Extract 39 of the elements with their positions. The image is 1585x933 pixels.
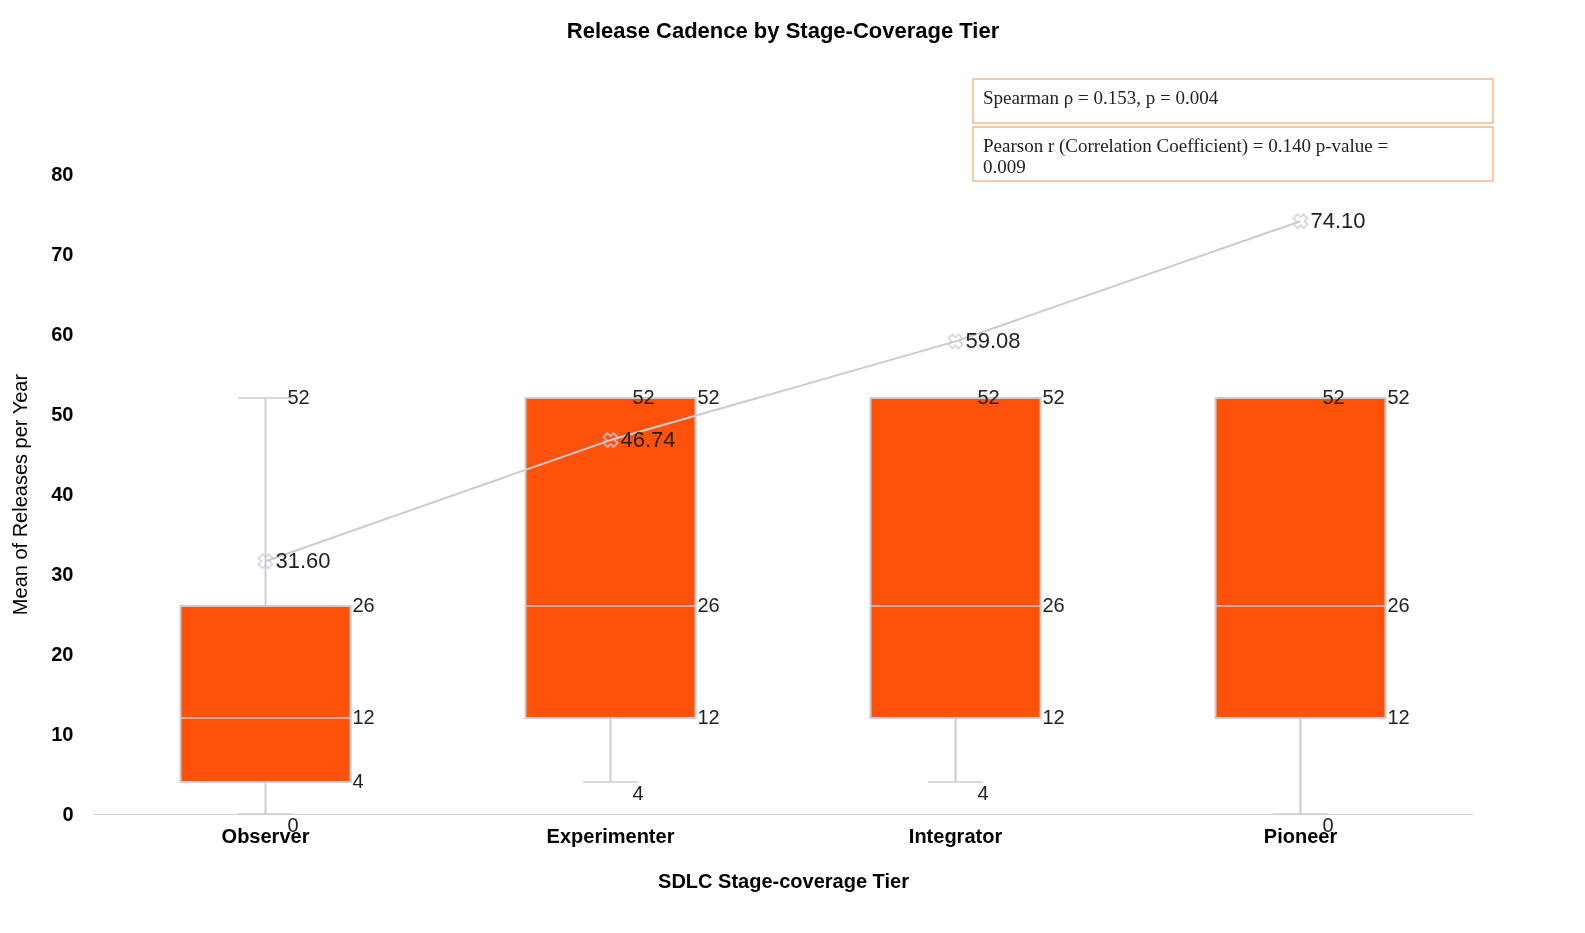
data-label: 74.10 [1310, 208, 1366, 234]
data-label: 31.60 [275, 548, 331, 574]
y-tick-label: 30 [51, 562, 74, 585]
annotation: 26 [1387, 594, 1410, 616]
y-tick-label: 20 [51, 642, 74, 665]
annotation: 4 [977, 782, 989, 804]
y-tick-label: 40 [51, 482, 74, 505]
annotation: Pearson r (Correlation Coefficient) = 0.140 p-value = 0.009 [983, 135, 1389, 177]
data-label: 59.08 [965, 328, 1021, 354]
y-axis-title: Mean of Releases per Year [9, 373, 32, 616]
point [1292, 213, 1309, 230]
annotation: 12 [697, 706, 720, 728]
x-tick-label: Integrator [908, 824, 1003, 847]
annotation: 52 [697, 386, 720, 408]
y-tick-label: 10 [51, 722, 74, 745]
point [947, 333, 964, 350]
y-tick-label: 0 [62, 802, 74, 825]
annotation: 52 [1042, 386, 1065, 408]
annotation: 4 [632, 782, 644, 804]
point [602, 432, 619, 449]
annotation: 26 [1042, 594, 1065, 616]
y-tick-label: 60 [51, 322, 74, 345]
annotation: 12 [1387, 706, 1410, 728]
annotation: 12 [1042, 706, 1065, 728]
x-axis-title: SDLC Stage-coverage Tier [658, 869, 910, 892]
y-tick-label: 50 [51, 402, 74, 425]
chart-title: Release Cadence by Stage-Coverage Tier [566, 18, 1000, 44]
annotation: 26 [697, 594, 720, 616]
text: Spearman ρ = 0.153, p = 0.004 [983, 87, 1219, 108]
y-tick-label: 80 [51, 162, 74, 185]
point [257, 553, 274, 570]
annotation: 12 [352, 706, 375, 728]
annotation: 4 [352, 770, 364, 792]
annotation: 52 [287, 386, 310, 408]
x-tick-label: Experimenter [546, 824, 675, 847]
annotation: 26 [352, 594, 375, 616]
annotation: 52 [1387, 386, 1410, 408]
data-label: 46.74 [620, 427, 676, 453]
y-tick-label: 70 [51, 242, 74, 265]
